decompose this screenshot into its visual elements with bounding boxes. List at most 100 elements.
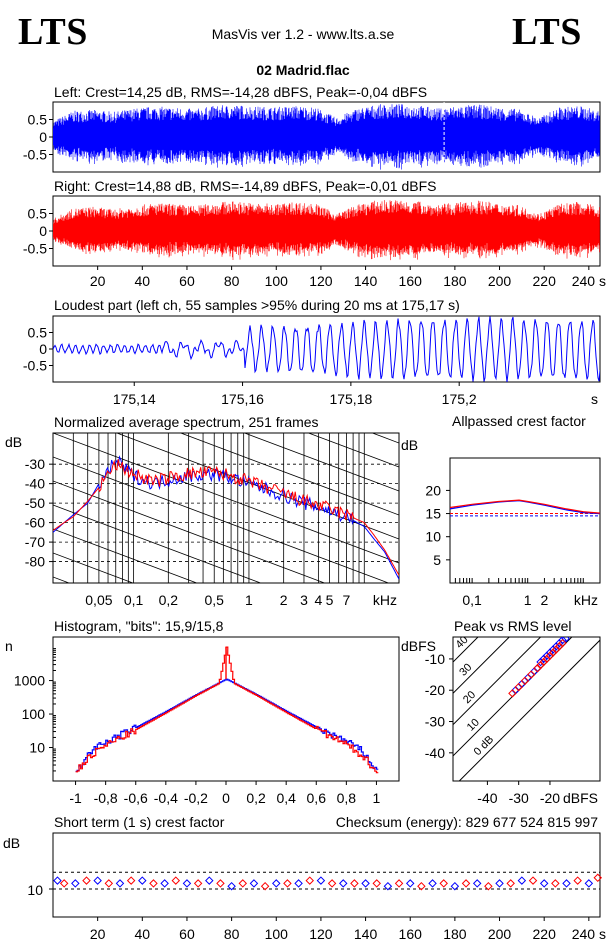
right-waveform-xtick-label: 180 [443,273,467,289]
peak-vs-rms-diagonal [453,637,511,695]
peak-vs-rms-diagonal-label: 20 [461,689,478,706]
spectrum-slope-line [53,504,262,583]
peak-vs-rms-ytick-label: -10 [425,651,445,667]
loudest-part-signal-path [53,316,600,382]
peak-vs-rms-xtick-label: -20 [540,790,560,806]
right-waveform-xtick-label: 200 [488,273,512,289]
loudest-part-ytick-label: 0.5 [28,325,48,341]
short-term-crest-point-left [361,879,370,888]
right-waveform-ytick-label: -0.5 [23,241,47,257]
right-waveform-xtick-label: 140 [354,273,378,289]
peak-vs-rms-diagonal-label: 30 [457,661,474,678]
loudest-part-xunit-label: s [591,391,598,407]
peak-vs-rms-xlabel: dBFS [563,790,598,806]
spectrum-series-left [53,455,399,580]
short-term-crest-point-right [394,879,404,888]
spectrum-slope-line [53,145,399,275]
app-title: MasVis ver 1.2 - www.lts.a.se [211,26,395,42]
peak-vs-rms-point-right [539,657,548,667]
right-waveform-xtick-label: 20 [90,273,106,289]
short-term-crest-point-left [93,876,102,885]
short-term-crest-frame [52,832,601,918]
right-waveform-title: Right: Crest=14,88 dB, RMS=-14,89 dBFS, … [54,178,436,194]
loudest-part-title: Loudest part (left ch, 55 samples >95% d… [54,297,460,313]
spectrum-xunit-label: kHz [373,592,397,608]
spectrum-ytick-label: -70 [25,534,45,550]
spectrum-grid [53,145,399,827]
lts-logo-right: LTS [512,11,582,53]
short-term-crest-point-right [593,873,603,883]
peak-vs-rms-diagonal-label: 40 [454,634,471,651]
peak-vs-rms-ytick-label: -20 [425,682,445,698]
allpassed-crest-series-left [449,499,601,515]
left-waveform-signal-path [53,104,600,170]
file-name: 02 Madrid.flac [256,62,350,78]
short-term-crest-point-left [517,876,527,885]
short-term-crest-xtick-label: 140 [354,926,378,942]
allpassed-crest-title: Allpassed crest factor [452,413,586,429]
short-term-crest-xtick-label: 60 [179,926,195,942]
histogram-xtick-label: 0,4 [276,790,296,806]
right-waveform-signal [53,200,600,261]
histogram-xtick-label: 1 [373,790,381,806]
right-waveform-signal-path [53,200,600,261]
short-term-crest-point-right [327,879,337,888]
right-waveform-xtick-label: 240 s [572,273,606,289]
histogram-xtick-label: -0,4 [154,790,178,806]
allpassed-crest-ytick-label: 20 [425,482,441,498]
allpassed-crest-ytick-label: 15 [425,506,441,522]
peak-vs-rms-point-right [542,654,552,664]
histogram-xtick-label: -0,2 [184,790,208,806]
spectrum-ylabel: dB [5,434,22,450]
spectrum-xtick-label: 7 [343,592,351,608]
short-term-crest-xtick-label: 180 [443,926,467,942]
histogram-xtick-label: 0,6 [307,790,327,806]
peak-vs-rms-diagonal [453,637,542,726]
right-waveform-xtick-label: 60 [179,273,195,289]
allpassed-crest-ylabel: dB [401,437,418,453]
histogram-ytick-label: 1000 [14,673,45,689]
short-term-crest-point-left [316,876,326,885]
short-term-crest-point-right [149,879,158,888]
spectrum-slope-line [53,480,326,583]
histogram-series-left [75,678,379,772]
spectrum-slope-line [53,625,399,755]
right-waveform-ytick-label: 0.5 [28,206,48,222]
short-term-crest-xtick-label: 160 [399,926,423,942]
short-term-crest-point-left [160,879,169,888]
spectrum-ytick-label: -50 [25,495,45,511]
spectrum-slope-line [53,697,399,827]
allpassed-crest-series-right [449,499,601,514]
peak-vs-rms-title: Peak vs RMS level [454,618,571,634]
short-term-crest-point-left [383,881,393,891]
peak-vs-rms-point-right [514,682,523,692]
short-term-crest-point-right [104,879,114,888]
short-term-crest-point-left [205,876,214,885]
peak-vs-rms-point-right [558,639,567,648]
allpassed-crest-ytick-label: 10 [425,529,441,545]
short-term-crest-point-left [539,879,549,888]
histogram-xtick-label: -0,6 [124,790,148,806]
short-term-crest-point-right [171,876,181,885]
spectrum-xtick-label: 5 [326,592,334,608]
spectrum-series-right [53,459,399,576]
short-term-crest-point-right [573,876,582,885]
allpassed-crest-xunit-label: kHz [574,592,598,608]
short-term-crest-point-left [428,879,437,888]
spectrum-slope-line [307,433,399,468]
short-term-crest-point-right [283,879,292,888]
short-term-crest-point-right [305,876,314,885]
spectrum-ytick-label: -40 [25,476,45,492]
peak-vs-rms-xtick-label: -40 [477,790,497,806]
loudest-part-xtick-label: 175,14 [113,391,156,407]
peak-vs-rms-point-right [520,676,530,686]
short-term-crest-point-right [82,876,91,885]
short-term-crest-point-right [260,881,270,891]
histogram-series-group [75,646,379,774]
left-waveform-title: Left: Crest=14,25 dB, RMS=-14,28 dBFS, P… [54,84,427,100]
peak-vs-rms-point-right [548,648,558,657]
peak-vs-rms-point-left [530,667,539,676]
peak-vs-rms-point-left [511,685,520,695]
